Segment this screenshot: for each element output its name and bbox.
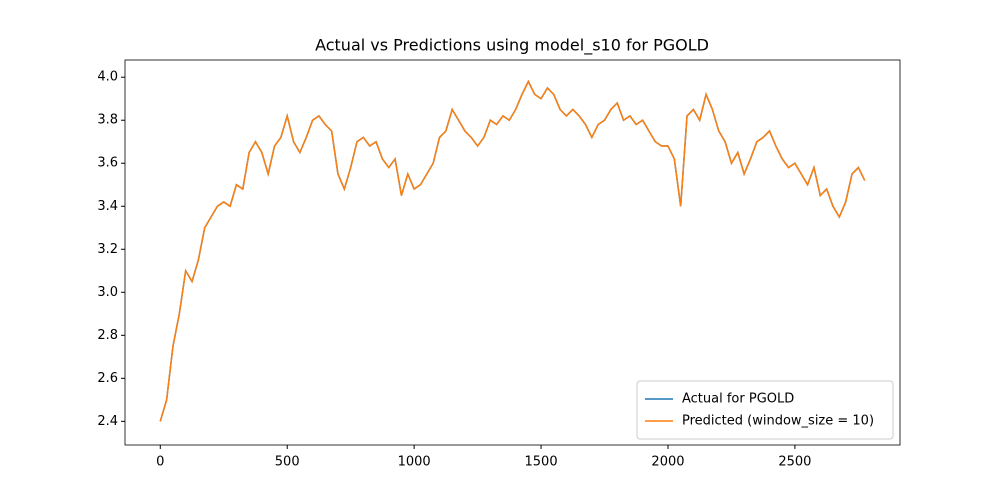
y-tick-label: 2.6 — [97, 371, 118, 386]
series-line — [159, 79, 866, 422]
y-tick-label: 3.8 — [97, 113, 118, 128]
series-line — [159, 79, 866, 422]
x-tick-label: 1000 — [398, 455, 431, 470]
y-tick-label: 3.6 — [97, 156, 118, 171]
legend-label: Actual for PGOLD — [682, 392, 794, 407]
y-tick-label: 3.2 — [97, 242, 118, 257]
y-tick-label: 3.4 — [97, 199, 118, 214]
y-tick-label: 2.4 — [97, 414, 118, 429]
y-tick-label: 4.0 — [97, 70, 118, 85]
x-tick-label: 2000 — [651, 455, 684, 470]
plot-frame — [124, 59, 901, 446]
x-tick-label: 500 — [275, 455, 300, 470]
x-tick-label: 2500 — [778, 455, 811, 470]
legend-label: Predicted (window_size = 10) — [682, 414, 874, 429]
y-tick-label: 2.8 — [97, 328, 118, 343]
y-tick-label: 3.0 — [97, 285, 118, 300]
x-tick-label: 1500 — [525, 455, 558, 470]
legend-box — [636, 380, 894, 440]
chart-title: Actual vs Predictions using model_s10 fo… — [315, 36, 709, 56]
x-tick-label: 0 — [156, 455, 164, 470]
